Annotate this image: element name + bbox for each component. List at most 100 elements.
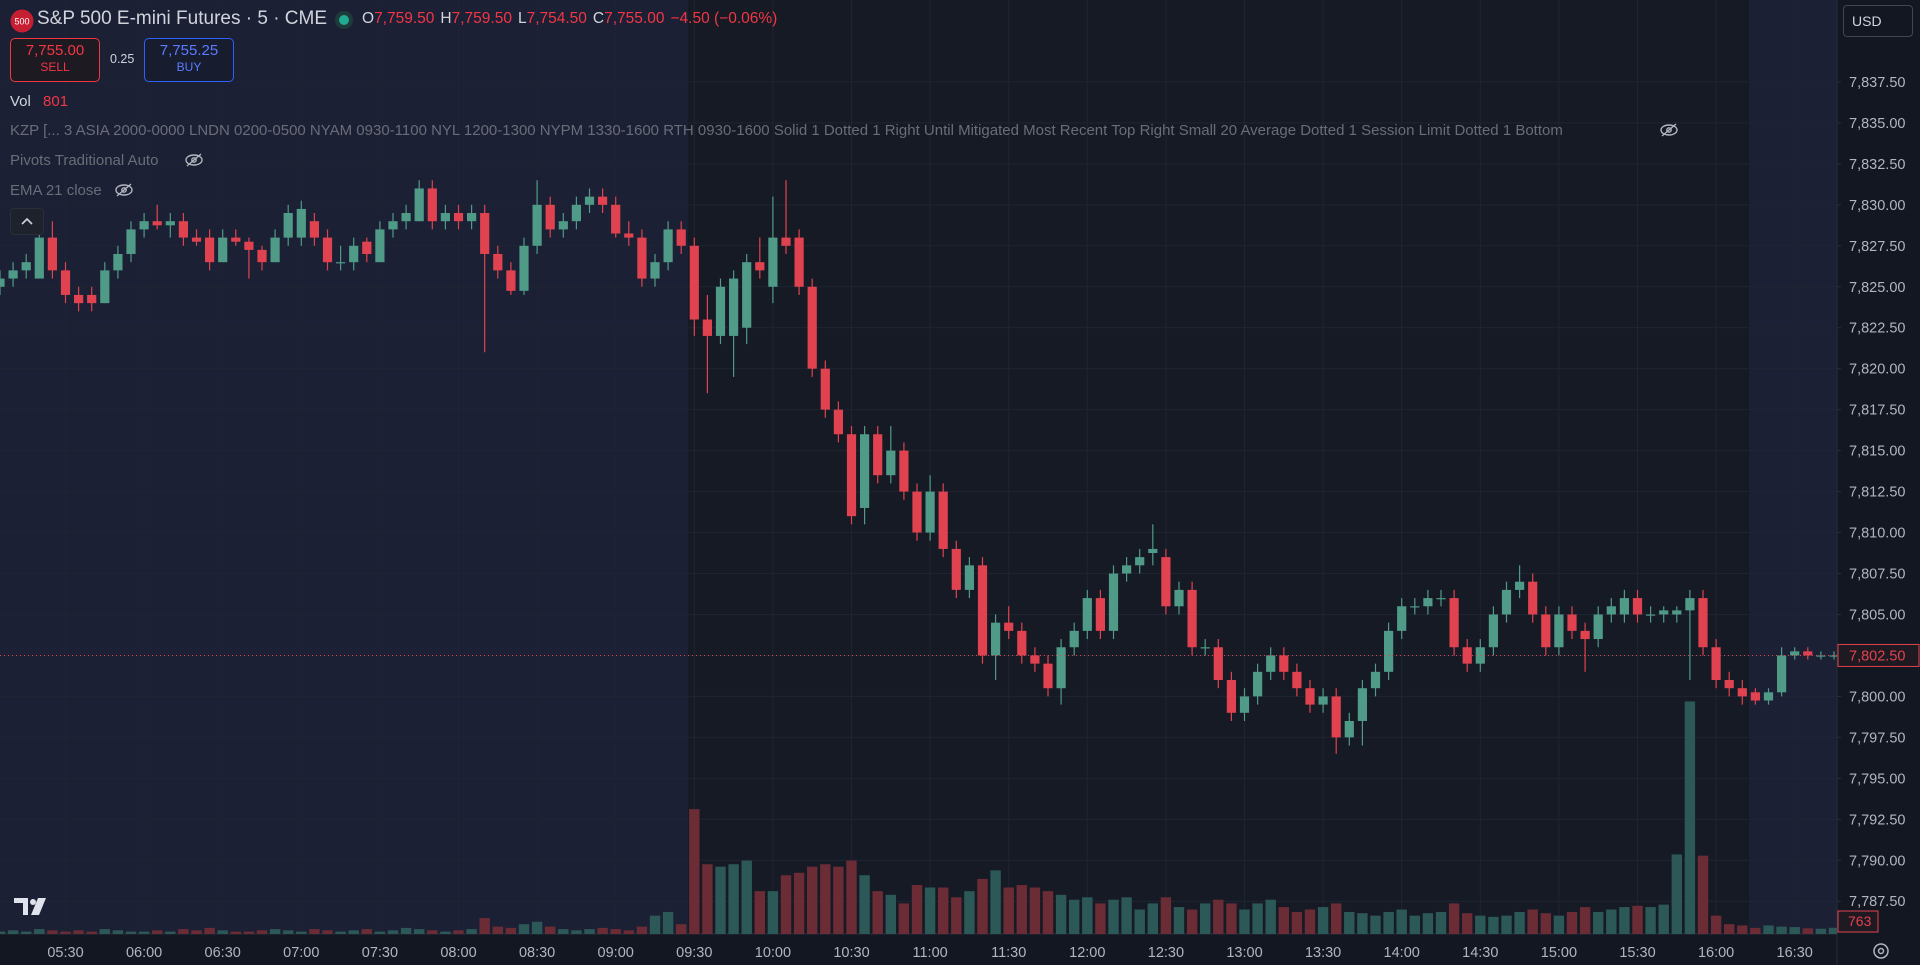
candle-body <box>1082 598 1092 631</box>
volume-bar <box>1789 927 1800 934</box>
candle-body <box>205 237 215 263</box>
candle-body <box>100 270 110 304</box>
volume-bar <box>414 929 425 934</box>
legend-change: −4.50 (−0.06%) <box>670 10 778 27</box>
volume-bar <box>1344 911 1355 934</box>
volume-bar <box>1763 925 1774 934</box>
candle-body <box>1554 614 1564 648</box>
sell-price: 7,755.00 <box>25 42 85 59</box>
volume-bar <box>807 866 818 934</box>
volume-bar <box>1252 903 1263 934</box>
candle-body <box>558 221 568 230</box>
volume-bar <box>1606 909 1617 934</box>
candle-body <box>8 270 18 279</box>
collapse-button[interactable] <box>10 208 44 235</box>
volume-bar <box>387 930 399 934</box>
volume-bar <box>793 872 805 934</box>
x-tick-label: 11:30 <box>991 945 1026 961</box>
volume-bar <box>1331 903 1342 934</box>
y-tick-label: 7,835.00 <box>1849 116 1905 132</box>
candle-body <box>1122 565 1132 574</box>
candle-body <box>60 270 71 295</box>
x-tick-label: 12:00 <box>1069 945 1105 961</box>
volume-bar <box>531 921 543 934</box>
candle-body <box>218 237 228 263</box>
hidden-icon[interactable] <box>1658 121 1680 139</box>
candle-body <box>702 319 712 336</box>
volume-indicator[interactable]: Vol 801 <box>10 93 68 110</box>
currency-button[interactable]: USD <box>1843 5 1913 37</box>
x-tick-label: 14:30 <box>1462 945 1498 961</box>
volume-bar <box>1566 911 1578 934</box>
x-tick-label: 15:00 <box>1541 945 1577 961</box>
legend-key: C <box>592 10 605 27</box>
volume-bar <box>1069 899 1080 934</box>
candle-body <box>1567 614 1577 631</box>
sell-label: SELL <box>40 60 70 74</box>
candle-body <box>1344 720 1354 738</box>
volume-bar <box>1737 925 1748 934</box>
volume-bar <box>1501 915 1512 934</box>
volume-bar <box>662 911 674 934</box>
candle-body <box>1737 688 1747 697</box>
volume-bar <box>1828 927 1837 934</box>
tv-logo <box>14 898 46 915</box>
y-tick-label: 7,810.00 <box>1849 526 1905 542</box>
candle-body <box>1724 680 1734 689</box>
volume-bar <box>990 870 1001 934</box>
volume-bar <box>1055 894 1067 934</box>
candle-body <box>1213 647 1223 681</box>
volume-bar <box>1108 899 1119 934</box>
kzp-indicator[interactable]: KZP [... 3 ASIA 2000-0000 LNDN 0200-0500… <box>10 122 1563 139</box>
volume-bar <box>1213 899 1224 934</box>
volume-bar <box>597 927 608 934</box>
volume-bar <box>1553 915 1565 934</box>
candle-body <box>1528 581 1538 615</box>
candle-body <box>637 237 647 279</box>
ema-indicator[interactable]: EMA 21 close <box>10 182 102 199</box>
y-tick-label: 7,795.00 <box>1849 771 1905 787</box>
candle-body <box>1187 589 1197 648</box>
sell-button[interactable]: 7,755.00 SELL <box>10 38 100 82</box>
x-tick-label: 08:30 <box>519 945 555 961</box>
symbol-title[interactable]: S&P 500 E-mini Futures · 5 · CME <box>37 8 328 29</box>
market-status[interactable] <box>333 9 355 31</box>
candle-body <box>1253 671 1263 697</box>
candle-body <box>1266 655 1276 672</box>
volume-bar <box>545 926 556 934</box>
hidden-icon[interactable] <box>113 181 135 199</box>
volume-bar <box>21 931 32 934</box>
candle-body <box>1593 614 1603 640</box>
candle-body <box>532 204 542 246</box>
candle-body <box>309 221 319 238</box>
x-tick-label: 06:00 <box>126 945 162 961</box>
candle-body <box>113 253 123 271</box>
candle-body <box>584 196 595 205</box>
candle-body <box>1436 598 1446 600</box>
x-tick-label: 07:30 <box>362 945 398 961</box>
candle-body <box>1816 655 1826 657</box>
x-tick-label: 10:00 <box>755 945 791 961</box>
candle-body <box>1646 614 1656 616</box>
volume-bar <box>1291 911 1303 934</box>
volume-bar <box>283 930 294 934</box>
volume-bar <box>1488 916 1499 934</box>
volume-bar <box>1750 927 1761 934</box>
candle-body <box>322 237 333 263</box>
hidden-icon[interactable] <box>183 151 205 169</box>
candle-body <box>139 221 149 230</box>
candle-body <box>1279 655 1289 672</box>
candle-body <box>624 233 634 238</box>
pivots-indicator[interactable]: Pivots Traditional Auto <box>10 152 159 169</box>
candle-body <box>401 213 411 222</box>
candle-body <box>1750 692 1760 701</box>
volume-pane <box>0 701 1837 934</box>
volume-bar <box>374 931 386 934</box>
candle-body <box>165 221 175 226</box>
y-tick-label: 7,830.00 <box>1849 198 1905 214</box>
buy-label: BUY <box>176 60 202 74</box>
y-tick-label: 7,832.50 <box>1849 157 1905 173</box>
symbol-logo-text: 500 <box>14 17 29 27</box>
settings-icon[interactable] <box>1873 943 1889 959</box>
buy-button[interactable]: 7,755.25 BUY <box>144 38 234 82</box>
